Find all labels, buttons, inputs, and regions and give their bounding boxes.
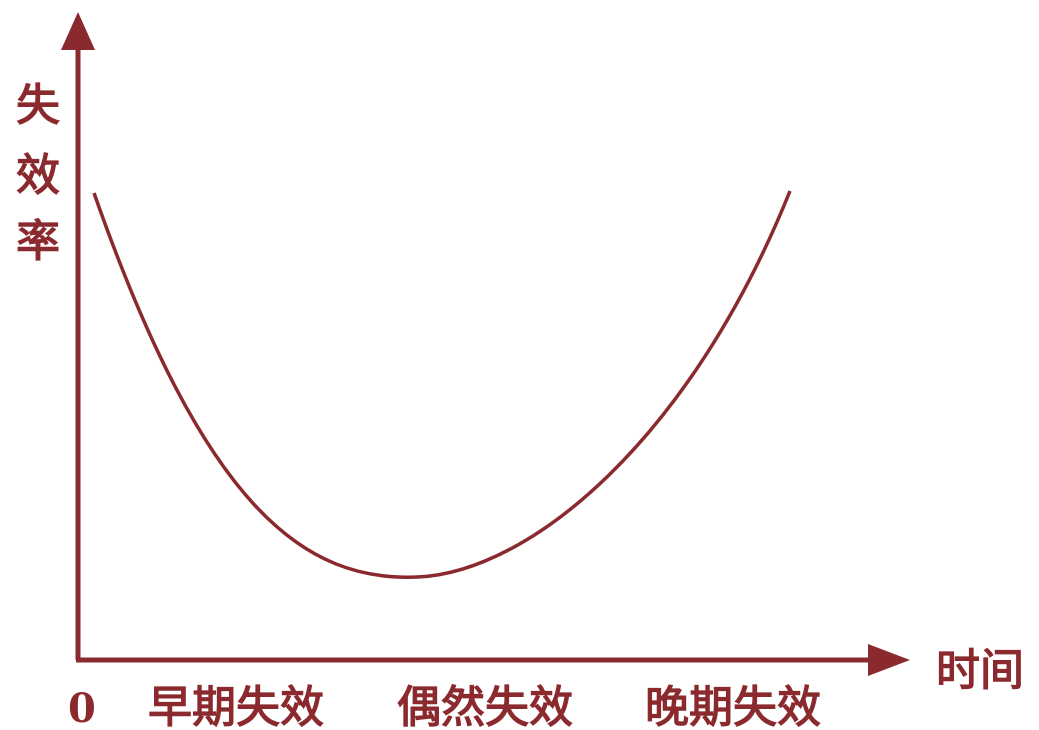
- origin-label: 0: [68, 685, 96, 730]
- x-axis-arrow-icon: [868, 644, 910, 676]
- failure-rate-curve: [92, 190, 792, 579]
- y-axis-label-char-2: 效: [16, 150, 60, 201]
- x-axis-label: 时间: [936, 645, 1024, 696]
- phase-label-early-failure: 早期失效: [148, 682, 324, 730]
- phase-label-random-failure: 偶然失效: [397, 682, 573, 730]
- y-axis-arrow-icon: [61, 12, 95, 50]
- y-axis-label-char-1: 失: [16, 80, 61, 131]
- phase-label-wearout-failure: 晚期失效: [645, 682, 821, 730]
- y-axis-label-char-3: 率: [16, 216, 60, 267]
